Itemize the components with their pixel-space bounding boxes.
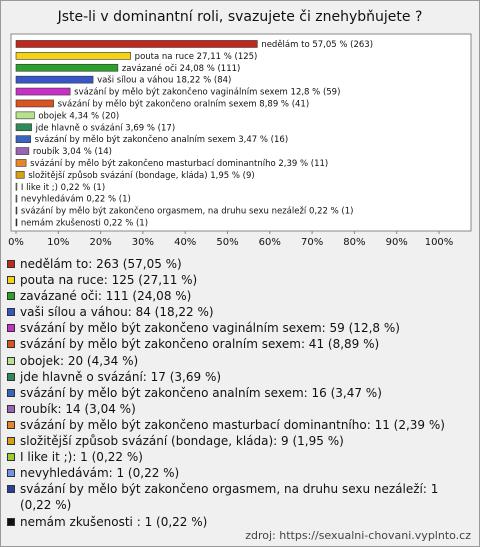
legend-swatch [7,485,15,494]
legend-item: nedělám to: 263 (57,05 %) [7,256,469,272]
legend-item: svázání by mělo být zakončeno masturbací… [7,417,469,433]
legend-label: nevyhledávám: 1 (0,22 %) [20,466,180,481]
legend-item: vaši sílou a váhou: 84 (18,22 %) [7,304,469,320]
legend-swatch [7,453,15,462]
data-label: vaši sílou a váhou 18,22 % (84) [97,75,231,86]
data-label: nevyhledávám 0,22 % (1) [21,195,131,205]
legend-label: roubík: 14 (3,04 %) [20,401,136,416]
x-tick-label: 10% [47,237,69,248]
legend-label: nemám zkušenosti : 1 (0,22 %) [20,514,208,529]
bar [15,52,131,60]
x-tick-label: 60% [259,237,281,248]
bar [15,171,25,179]
legend-label: svázání by mělo být zakončeno analním se… [20,385,382,400]
legend-swatch [7,388,15,397]
legend-swatch [7,469,15,478]
legend-label: jde hlavně o svázání: 17 (3,69 %) [20,369,222,384]
legend-item: svázání by mělo být zakončeno orgasmem, … [7,481,469,513]
legend-swatch [7,260,15,268]
data-label: obojek 4,34 % (20) [38,111,119,121]
data-label: svázání by mělo být zakončeno orgasmem, … [21,206,354,217]
legend-item: zavázané oči: 111 (24,08 %) [7,288,469,304]
bar [15,159,27,167]
x-tick-label: 0% [8,237,24,248]
data-label: svázání by mělo být zakončeno oralním se… [58,98,310,109]
data-label: složitější způsob svázání (bondage, klád… [28,170,254,181]
legend-swatch [7,276,15,285]
x-tick-label: 80% [343,237,365,248]
x-tick-label: 90% [386,237,408,248]
chart: Jste-li v dominantní roli, svazujete či … [8,9,472,248]
legend-item: pouta na ruce: 125 (27,11 %) [7,272,469,288]
legend-swatch [7,324,15,333]
legend-item: I like it ;): 1 (0,22 %) [7,449,469,465]
data-label: zavázané oči 24,08 % (111) [122,63,241,74]
data-label: svázání by mělo být zakončeno masturbací… [30,158,328,169]
bar [15,99,54,108]
legend-label: svázání by mělo být zakončeno masturbací… [20,417,445,432]
legend-swatch [7,340,15,349]
legend-swatch [7,420,15,429]
bar [15,218,18,227]
data-label: svázání by mělo být zakončeno analním se… [35,134,288,145]
x-tick-label: 50% [216,237,238,248]
bar [15,87,71,96]
source: zdroj: https://sexualni-chovani.vyplnto.… [245,529,471,542]
legend-item: obojek: 20 (4,34 %) [7,353,469,369]
legend-label: I like it ;): 1 (0,22 %) [20,450,143,465]
bar [15,75,94,84]
bar [15,147,30,155]
legend-label: vaši sílou a váhou: 84 (18,22 %) [20,305,214,320]
data-label: pouta na ruce 27,11 % (125) [135,52,258,62]
legend-swatch [7,404,15,413]
legend-swatch [7,308,15,317]
bar [15,194,18,203]
bar [15,182,18,191]
legend-swatch [7,437,15,446]
bar [15,206,18,215]
bar [15,123,32,132]
bar [15,111,35,120]
x-tick-label: 100% [425,237,454,248]
data-label: svázání by mělo být zakončeno vaginálním… [74,87,340,98]
bar [15,63,119,72]
legend-label: nedělám to: 263 (57,05 %) [20,257,182,271]
data-label: jde hlavně o svázání 3,69 % (17) [35,123,176,133]
legend-label: složitější způsob svázání (bondage, klád… [20,434,344,449]
legend-item: svázání by mělo být zakončeno analním se… [7,385,469,401]
legend-label: zavázané oči: 111 (24,08 %) [20,289,192,304]
x-tick-label: 30% [132,237,154,248]
chart-title: Jste-li v dominantní roli, svazujete či … [57,9,423,25]
legend-item: svázání by mělo být zakončeno vaginálním… [7,320,469,336]
legend-label: pouta na ruce: 125 (27,11 %) [20,273,198,288]
bar [15,40,258,48]
data-label: nemám zkušenosti 0,22 % (1) [21,217,148,228]
legend-label: svázání by mělo být zakončeno orgasmem, … [20,482,439,513]
legend-label: obojek: 20 (4,34 %) [20,353,139,368]
legend-item: roubík: 14 (3,04 %) [7,401,469,417]
legend-swatch [7,292,15,301]
legend-swatch [7,372,15,381]
legend-item: jde hlavně o svázání: 17 (3,69 %) [7,369,469,385]
data-label: roubík 3,04 % (14) [33,147,112,157]
data-label: nedělám to 57,05 % (263) [261,40,373,50]
legend-item: nevyhledávám: 1 (0,22 %) [7,465,469,481]
legend-item: svázání by mělo být zakončeno oralním se… [7,336,469,352]
x-tick-label: 70% [301,237,323,248]
legend-item: nemám zkušenosti : 1 (0,22 %) [7,514,469,530]
legend-swatch [7,517,15,526]
x-tick-label: 20% [89,237,111,248]
legend-label: svázání by mělo být zakončeno oralním se… [20,337,380,352]
legend-swatch [7,356,15,365]
x-tick-label: 40% [174,237,196,248]
data-label: I like it ;) 0,22 % (1) [21,183,105,193]
legend: nedělám to: 263 (57,05 %) pouta na ruce: … [7,256,469,530]
legend-item: složitější způsob svázání (bondage, klád… [7,433,469,449]
bar [15,135,31,143]
legend-label: svázání by mělo být zakončeno vaginálním… [20,321,400,336]
